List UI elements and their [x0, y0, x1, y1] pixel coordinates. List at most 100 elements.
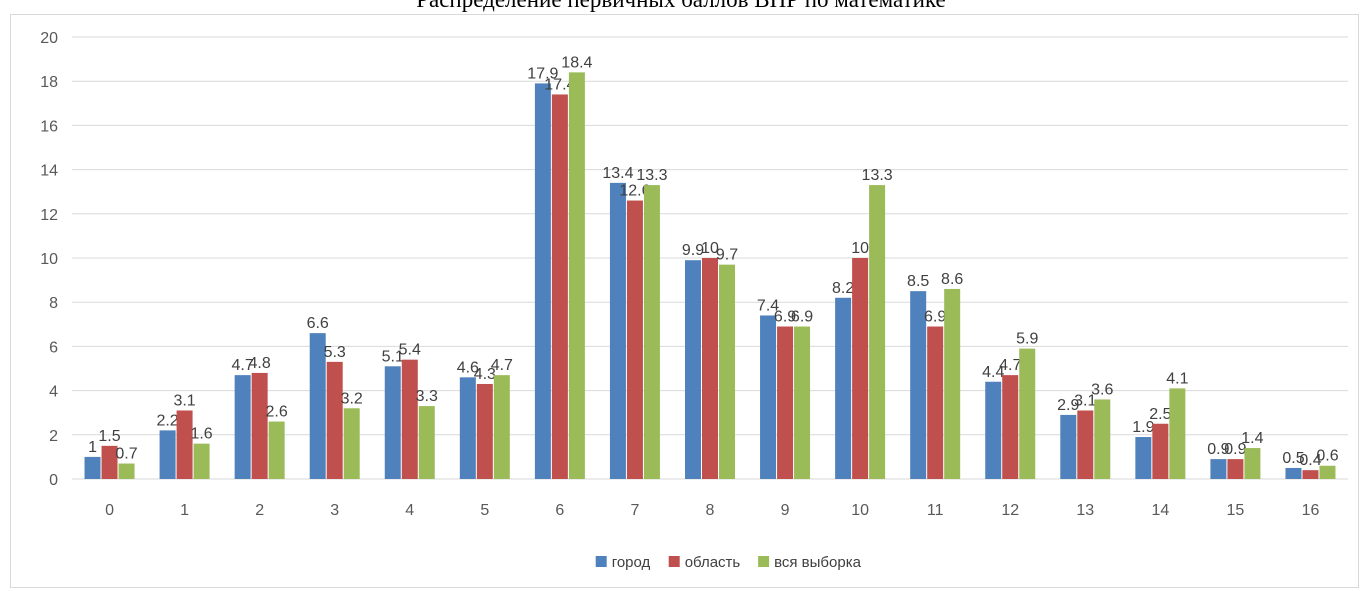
data-label: 6.6 — [307, 315, 329, 332]
bar-3 — [643, 185, 660, 479]
data-label: 4.7 — [491, 357, 513, 374]
data-label: 2.2 — [156, 412, 178, 429]
y-tick-label: 10 — [40, 251, 58, 268]
data-label: 2.6 — [266, 404, 288, 421]
bar-2 — [476, 383, 493, 479]
bar-3 — [1019, 348, 1036, 479]
data-label: 2.9 — [1057, 397, 1079, 414]
legend-swatch-1 — [595, 556, 607, 567]
data-label: 9.7 — [716, 247, 738, 264]
data-label: 3.1 — [173, 392, 195, 409]
data-label: 10 — [701, 240, 719, 257]
y-tick-label: 8 — [49, 295, 58, 312]
y-tick-label: 14 — [40, 163, 58, 180]
data-label: 4.7 — [232, 357, 254, 374]
y-tick-label: 0 — [49, 472, 58, 489]
bar-3 — [1094, 399, 1111, 479]
bar-1 — [1210, 459, 1227, 479]
data-label: 6.9 — [774, 309, 796, 326]
bar-3 — [1244, 448, 1261, 479]
data-label: 9.9 — [682, 242, 704, 259]
bar-2 — [1077, 410, 1094, 479]
x-tick-label: 13 — [1076, 502, 1094, 519]
bar-2 — [1302, 470, 1319, 479]
data-label: 1.5 — [98, 428, 120, 445]
legend-swatch-2 — [668, 556, 680, 567]
data-label: 1.4 — [1241, 430, 1263, 447]
bar-1 — [1285, 467, 1302, 479]
data-label: 4.3 — [474, 366, 496, 383]
legend-swatch-3 — [758, 556, 770, 567]
bar-2 — [626, 200, 643, 480]
data-label: 4.8 — [249, 355, 271, 372]
data-label: 5.9 — [1016, 331, 1038, 348]
bar-3 — [568, 72, 585, 480]
bar-3 — [268, 421, 285, 479]
x-tick-label: 7 — [630, 502, 639, 519]
y-tick-label: 4 — [49, 384, 58, 401]
bar-2 — [551, 94, 568, 480]
data-label: 6.9 — [924, 309, 946, 326]
bar-1 — [159, 430, 176, 479]
bar-1 — [1060, 414, 1077, 479]
bar-2 — [176, 410, 193, 479]
data-label: 13.4 — [602, 165, 633, 182]
data-label: 17.9 — [527, 65, 558, 82]
bar-1 — [835, 297, 852, 479]
y-tick-label: 16 — [40, 118, 58, 135]
x-tick-label: 8 — [706, 502, 715, 519]
x-tick-label: 12 — [1001, 502, 1019, 519]
data-label: 1 — [88, 439, 97, 456]
bar-1 — [459, 377, 476, 479]
bar-3 — [1319, 465, 1336, 479]
bar-3 — [1169, 388, 1186, 479]
data-label: 0.6 — [1316, 448, 1338, 465]
bar-1 — [609, 182, 626, 480]
data-label: 8.2 — [832, 280, 854, 297]
data-label: 8.5 — [907, 273, 929, 290]
legend-label-1: город — [612, 554, 651, 571]
data-label: 3.6 — [1091, 381, 1113, 398]
x-tick-label: 15 — [1227, 502, 1245, 519]
data-label: 4.4 — [982, 364, 1004, 381]
x-tick-label: 14 — [1151, 502, 1169, 519]
data-label: 18.4 — [561, 54, 592, 71]
data-label: 4.7 — [999, 357, 1021, 374]
x-tick-label: 3 — [330, 502, 339, 519]
x-tick-label: 16 — [1302, 502, 1320, 519]
x-tick-label: 10 — [851, 502, 869, 519]
bar-2 — [251, 372, 268, 479]
bar-3 — [944, 288, 961, 479]
x-tick-label: 6 — [555, 502, 564, 519]
data-label: 0.7 — [115, 446, 137, 463]
y-tick-label: 18 — [40, 74, 58, 91]
bar-2 — [326, 361, 343, 479]
data-label: 1.6 — [190, 426, 212, 443]
data-label: 0.9 — [1224, 441, 1246, 458]
bar-1 — [1135, 437, 1152, 479]
bar-2 — [1002, 375, 1019, 479]
x-tick-label: 4 — [405, 502, 414, 519]
x-tick-label: 2 — [255, 502, 264, 519]
data-label: 3.1 — [1074, 392, 1096, 409]
data-label: 5.4 — [399, 342, 421, 359]
bar-2 — [702, 258, 718, 479]
bar-3 — [193, 443, 210, 479]
bar-2 — [101, 445, 118, 479]
data-label: 10 — [851, 240, 869, 257]
bar-1 — [760, 315, 777, 479]
chart-title: Распределение первичных баллов ВПР по ма… — [0, 0, 1362, 13]
data-label: 0.4 — [1299, 452, 1321, 469]
y-tick-label: 20 — [40, 30, 58, 47]
bar-1 — [384, 366, 401, 479]
bar-1 — [84, 456, 101, 479]
data-label: 0.9 — [1207, 441, 1229, 458]
data-label: 13.3 — [636, 167, 667, 184]
bar-3 — [794, 326, 811, 479]
bar-2 — [1152, 423, 1169, 479]
data-label: 12.6 — [619, 183, 650, 200]
data-label: 1.9 — [1132, 419, 1154, 436]
data-label: 5.3 — [324, 344, 346, 361]
data-label: 6.9 — [791, 309, 813, 326]
x-tick-label: 9 — [781, 502, 790, 519]
